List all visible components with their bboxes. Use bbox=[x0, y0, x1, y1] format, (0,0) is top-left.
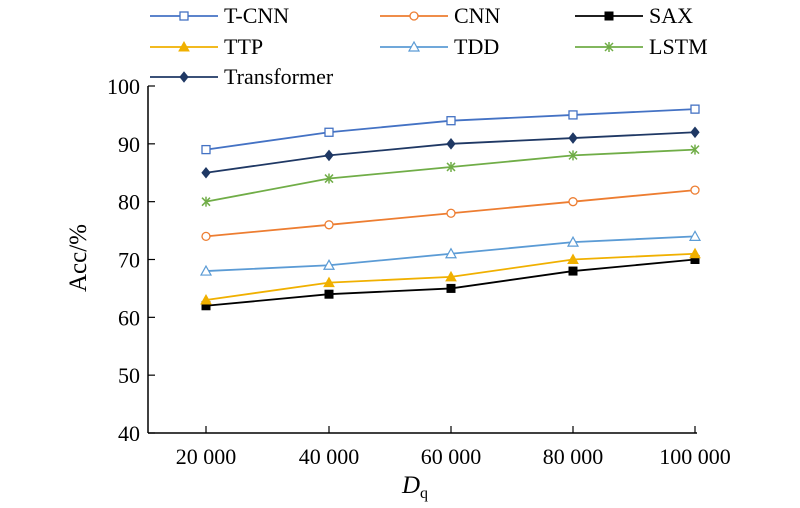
legend-item-tdd: TDD bbox=[380, 34, 499, 59]
axes: 40 50 60 70 80 90 100 20 000 40 000 60 000 80 000… bbox=[107, 74, 731, 469]
legend-item-transformer: Transformer bbox=[150, 64, 334, 89]
y-tick-label: 70 bbox=[118, 248, 140, 273]
legend-label: SAX bbox=[649, 3, 693, 28]
legend-item-ttp: TTP bbox=[150, 34, 263, 59]
data-point-cnn bbox=[568, 197, 578, 207]
data-point-cnn bbox=[690, 185, 700, 195]
data-point-transformer bbox=[568, 132, 578, 144]
legend-item-cnn: CNN bbox=[380, 3, 501, 28]
x-tick-label: 60 000 bbox=[421, 444, 482, 469]
legend-marker bbox=[179, 11, 189, 21]
data-point-ttp bbox=[445, 270, 457, 282]
data-point-t-cnn bbox=[446, 116, 456, 126]
y-tick-label: 60 bbox=[118, 305, 140, 330]
legend-marker bbox=[604, 11, 614, 21]
data-point-lstm bbox=[690, 144, 700, 155]
data-point-t-cnn bbox=[324, 127, 334, 137]
legend-label: LSTM bbox=[649, 34, 708, 59]
legend-label: Transformer bbox=[224, 64, 334, 89]
data-point-ttp bbox=[200, 293, 212, 305]
data-point-tdd bbox=[199, 264, 213, 276]
data-point-cnn bbox=[324, 220, 334, 230]
x-axis-label: Dq bbox=[401, 472, 428, 502]
data-point-t-cnn bbox=[690, 104, 700, 114]
legend-marker bbox=[604, 42, 614, 52]
y-axis-label: Acc/% bbox=[65, 224, 92, 292]
data-point-lstm bbox=[568, 150, 578, 161]
data-point-ttp bbox=[689, 247, 701, 259]
y-tick-label: 50 bbox=[118, 363, 140, 388]
data-point-transformer bbox=[324, 149, 334, 162]
legend: T-CNN CNN SAX TTP TDD LSTM Transformer bbox=[150, 3, 708, 89]
data-point-transformer bbox=[446, 138, 456, 150]
y-tick-label: 100 bbox=[107, 74, 140, 99]
data-point-tdd bbox=[688, 230, 702, 241]
plot-area bbox=[199, 104, 702, 311]
legend-marker bbox=[178, 40, 190, 52]
data-point-lstm bbox=[201, 196, 211, 207]
x-tick-label: 100 000 bbox=[659, 444, 731, 469]
data-point-cnn bbox=[446, 208, 456, 218]
series-ttp bbox=[200, 247, 701, 305]
legend-item-lstm: LSTM bbox=[575, 34, 708, 59]
legend-label: T-CNN bbox=[224, 3, 289, 28]
data-point-t-cnn bbox=[568, 110, 578, 120]
y-tick-label: 90 bbox=[118, 132, 140, 157]
data-point-lstm bbox=[446, 161, 456, 172]
legend-label: TTP bbox=[224, 34, 263, 59]
x-axis-label-subscript: q bbox=[420, 485, 428, 502]
series-lstm bbox=[201, 144, 700, 207]
data-point-ttp bbox=[323, 276, 335, 288]
legend-label: CNN bbox=[454, 3, 501, 28]
y-tick-label: 80 bbox=[118, 190, 140, 215]
series-transformer bbox=[201, 126, 700, 179]
legend-label: TDD bbox=[454, 34, 499, 59]
data-point-tdd bbox=[444, 247, 458, 259]
legend-item-sax: SAX bbox=[575, 3, 693, 28]
series-sax bbox=[201, 255, 700, 311]
series-tdd bbox=[199, 230, 702, 276]
data-point-sax bbox=[568, 266, 578, 276]
legend-item-t-cnn: T-CNN bbox=[150, 3, 289, 28]
y-tick-label: 40 bbox=[118, 421, 140, 446]
data-point-tdd bbox=[566, 235, 580, 247]
data-point-cnn bbox=[201, 231, 211, 242]
data-point-t-cnn bbox=[201, 144, 211, 155]
series-line-lstm bbox=[205, 148, 696, 203]
data-point-transformer bbox=[690, 126, 700, 139]
data-point-tdd bbox=[322, 259, 336, 270]
series-t-cnn bbox=[201, 104, 700, 155]
series-cnn bbox=[201, 185, 700, 242]
x-tick-label: 80 000 bbox=[543, 444, 604, 469]
data-point-transformer bbox=[201, 166, 211, 179]
data-point-sax bbox=[446, 283, 456, 293]
data-point-sax bbox=[324, 289, 334, 299]
x-tick-label: 40 000 bbox=[299, 444, 360, 469]
data-point-ttp bbox=[567, 253, 579, 264]
x-tick-label: 20 000 bbox=[176, 444, 237, 469]
series-line-sax bbox=[205, 258, 696, 307]
legend-marker bbox=[409, 11, 419, 21]
data-point-lstm bbox=[324, 173, 334, 184]
x-axis-label-main: D bbox=[401, 472, 420, 499]
legend-marker bbox=[407, 40, 421, 52]
legend-marker bbox=[179, 71, 189, 83]
